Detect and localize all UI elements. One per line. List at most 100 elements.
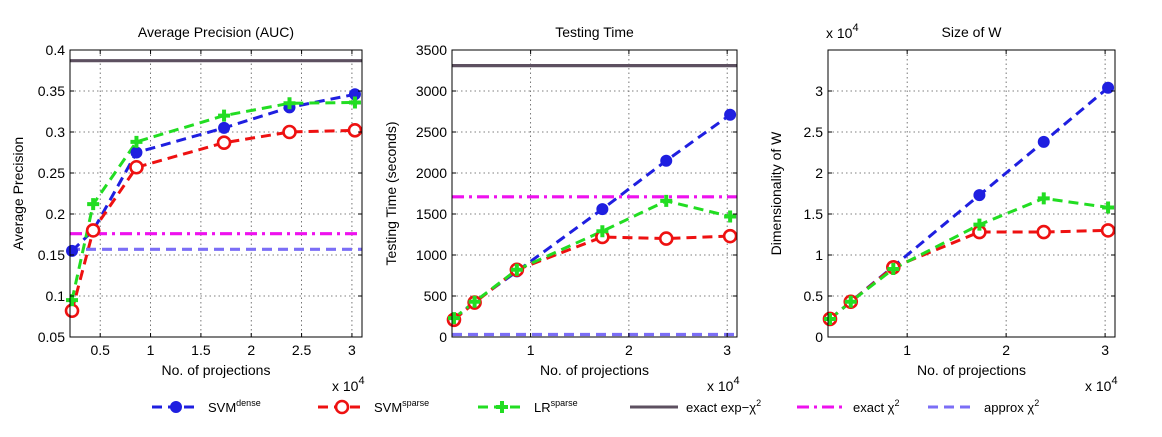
y-tick-label: 2 <box>815 165 823 181</box>
data-point-lr-sparse <box>447 312 460 325</box>
y-tick-label: 0 <box>815 329 823 345</box>
chart-title: Average Precision (AUC) <box>138 24 294 40</box>
x-tick-label: 1.5 <box>191 342 211 358</box>
x-axis-label: No. of projections <box>540 362 649 378</box>
legend-label-exact-exp: exact exp−χ2 <box>686 398 761 415</box>
chart-title: Testing Time <box>555 24 634 40</box>
x-tick-label: 1 <box>147 342 155 358</box>
series-line-lr-sparse <box>453 199 731 320</box>
plot-frame <box>827 49 1116 338</box>
legend-marker-svm-dense <box>170 401 182 413</box>
data-point-lr-sparse <box>1102 201 1115 214</box>
plot-frame <box>69 49 363 338</box>
x-tick-label: 3 <box>348 342 356 358</box>
series-line-lr-sparse <box>70 101 356 301</box>
y-tick-label: 500 <box>424 288 448 304</box>
y-tick-label: 1.5 <box>804 206 824 222</box>
series-line-svm-sparse <box>829 228 1109 321</box>
y-tick-label: 1000 <box>416 247 447 263</box>
y-tick-label: 0.4 <box>46 42 66 58</box>
data-point-lr-sparse <box>1037 192 1050 205</box>
data-point-lr-sparse <box>724 210 737 223</box>
data-point-lr-sparse <box>130 135 143 148</box>
y-tick-label: 0.3 <box>46 124 66 140</box>
series-line-lr-sparse <box>829 196 1109 321</box>
y-tick-label: 0 <box>439 329 447 345</box>
data-point-svm-dense <box>596 203 609 216</box>
data-point-lr-sparse <box>973 218 986 231</box>
legend-marker-svm-sparse <box>334 399 350 415</box>
data-point-svm-sparse <box>282 124 297 140</box>
data-point-svm-sparse <box>1100 223 1116 238</box>
data-point-svm-dense <box>218 121 231 134</box>
data-point-svm-dense <box>130 146 143 159</box>
y-tick-label: 2500 <box>416 124 447 140</box>
data-point-svm-dense <box>660 154 673 167</box>
y-tick-label: 0.5 <box>804 288 824 304</box>
legend-label-approx-chi: approx χ2 <box>984 398 1039 415</box>
y-tick-label: 0.05 <box>38 329 65 345</box>
data-point-lr-sparse <box>348 96 361 109</box>
x-tick-label: 2 <box>625 342 633 358</box>
series-line-svm-sparse <box>453 234 731 321</box>
data-point-svm-sparse <box>129 159 144 175</box>
x-axis-label: No. of projections <box>162 362 271 378</box>
data-point-lr-sparse <box>596 225 609 238</box>
data-point-lr-sparse <box>510 263 523 276</box>
legend: SVMdense SVMsparse LRsparse exact exp−χ2 exa… <box>152 398 1039 415</box>
x-tick-label: 0.5 <box>90 342 110 358</box>
data-point-lr-sparse <box>660 194 673 207</box>
y-axis-label: Average Precision <box>10 137 26 250</box>
y-tick-label: 3500 <box>416 42 447 58</box>
data-point-svm-sparse <box>1036 224 1052 240</box>
x-tick-label: 2.5 <box>292 342 312 358</box>
data-point-svm-sparse <box>658 231 674 246</box>
y-axis-label: Testing Time (seconds) <box>383 122 399 266</box>
y-multiplier: x 104 <box>826 22 859 41</box>
data-point-svm-dense <box>724 108 737 121</box>
data-point-lr-sparse <box>283 97 296 110</box>
chart-title: Size of W <box>942 24 1003 40</box>
data-point-svm-sparse <box>722 228 738 244</box>
x-tick-label: 2 <box>247 342 255 358</box>
data-point-svm-dense <box>973 189 986 202</box>
data-point-lr-sparse <box>468 295 481 308</box>
y-tick-label: 0.2 <box>46 206 66 222</box>
x-multiplier: x 104 <box>332 375 365 394</box>
data-point-lr-sparse <box>823 312 836 325</box>
x-axis-label: No. of projections <box>917 362 1026 378</box>
y-tick-label: 3 <box>815 83 823 99</box>
legend-label-lr-sparse: LRsparse <box>534 398 578 415</box>
x-multiplier: x 104 <box>1085 375 1118 394</box>
data-point-lr-sparse <box>844 295 857 308</box>
data-point-lr-sparse <box>218 109 231 122</box>
legend-label-svm-dense: SVMdense <box>208 398 261 415</box>
x-tick-label: 1 <box>527 342 535 358</box>
data-point-svm-sparse <box>64 303 80 319</box>
chart-2: 1 2 3 0 500 1000 1500 2000 2500 3000 3500 Testing T… <box>383 24 740 394</box>
x-tick-label: 2 <box>1002 342 1010 358</box>
data-point-svm-dense <box>1102 81 1115 94</box>
chart-3: 1 2 3 0 0.5 1 1.5 2 2.5 3 Size of W No. of projecti… <box>768 22 1118 394</box>
x-tick-label: 3 <box>1101 342 1109 358</box>
legend-marker-lr-sparse <box>496 401 508 413</box>
y-axis-label: Dimensionality of W <box>768 131 784 255</box>
series-line-svm-sparse <box>70 128 356 312</box>
x-tick-label: 1 <box>903 342 911 358</box>
data-point-svm-dense <box>66 244 79 257</box>
legend-label-svm-sparse: SVMsparse <box>374 398 429 415</box>
y-tick-label: 0.1 <box>46 288 66 304</box>
data-point-svm-sparse <box>216 135 232 150</box>
data-point-svm-dense <box>1037 135 1050 148</box>
y-tick-label: 2000 <box>416 165 447 181</box>
data-point-lr-sparse <box>887 262 900 275</box>
legend-label-exact-chi: exact χ2 <box>853 398 900 415</box>
data-point-svm-sparse <box>347 123 363 138</box>
y-tick-label: 1500 <box>416 206 447 222</box>
y-tick-label: 3000 <box>416 83 447 99</box>
y-tick-label: 2.5 <box>804 124 824 140</box>
x-multiplier: x 104 <box>707 375 740 394</box>
x-tick-label: 3 <box>723 342 731 358</box>
series-line-svm-dense <box>453 113 731 321</box>
